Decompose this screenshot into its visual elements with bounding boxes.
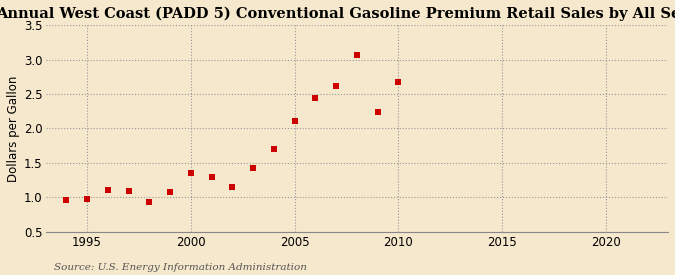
- Point: [123, 189, 134, 193]
- Point: [206, 174, 217, 179]
- Point: [331, 84, 342, 88]
- Point: [82, 196, 92, 201]
- Point: [248, 166, 259, 170]
- Y-axis label: Dollars per Gallon: Dollars per Gallon: [7, 75, 20, 182]
- Point: [61, 198, 72, 202]
- Point: [289, 119, 300, 123]
- Point: [144, 200, 155, 204]
- Point: [186, 171, 196, 175]
- Point: [393, 80, 404, 85]
- Point: [372, 110, 383, 114]
- Point: [165, 190, 176, 195]
- Point: [310, 96, 321, 100]
- Text: Source: U.S. Energy Information Administration: Source: U.S. Energy Information Administ…: [54, 263, 307, 272]
- Point: [227, 185, 238, 189]
- Point: [103, 188, 113, 192]
- Point: [352, 53, 362, 57]
- Title: Annual West Coast (PADD 5) Conventional Gasoline Premium Retail Sales by All Sel: Annual West Coast (PADD 5) Conventional …: [0, 7, 675, 21]
- Point: [269, 147, 279, 151]
